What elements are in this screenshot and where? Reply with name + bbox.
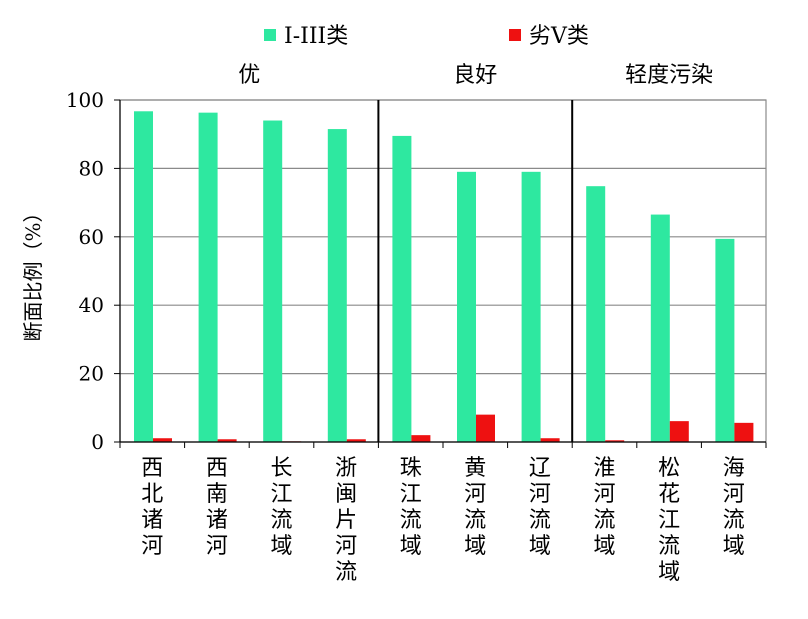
y-tick-label: 20: [79, 362, 104, 386]
legend-swatch-series-2: [509, 29, 521, 41]
bar-worse-than-5: [346, 439, 366, 442]
bar-worse-than-5: [605, 440, 625, 442]
bar-grade1-3: [263, 120, 283, 443]
axes: [114, 99, 767, 448]
bar-grade1-3: [715, 238, 735, 442]
bar-grade1-3: [521, 171, 541, 442]
bar-grade1-3: [392, 135, 412, 442]
bar-grade1-3: [327, 129, 347, 442]
bar-grade1-3: [650, 214, 670, 442]
category-labels: 西北诸河 西南诸河 长江流域 浙闽片河流 珠江流域 黄河流域 辽河流域 淮河流域 松花江流域 海河…: [141, 456, 744, 585]
category-label: 黄河流域: [464, 456, 486, 559]
y-axis-label: 断面比例（%）: [21, 202, 45, 341]
bar-worse-than-5: [734, 422, 754, 442]
group-label: 良好: [453, 63, 497, 88]
category-label: 辽河流域: [529, 456, 551, 559]
legend: I-III类 劣V类: [264, 24, 589, 49]
legend-label-series-2: 劣V类: [529, 24, 589, 49]
bar-grade1-3: [586, 186, 606, 442]
legend-label-series-1: I-III类: [284, 24, 348, 49]
bar-worse-than-5: [540, 438, 560, 442]
bar-worse-than-5: [669, 421, 689, 442]
legend-swatch-series-1: [264, 29, 276, 41]
category-label: 淮河流域: [593, 456, 615, 559]
category-label: 西南诸河: [206, 456, 228, 559]
y-tick-label: 100: [66, 88, 104, 112]
y-tick-label: 80: [79, 156, 104, 180]
bar-worse-than-5: [153, 438, 172, 442]
bar-grade1-3: [134, 111, 153, 442]
y-ticks: 0 20 40 60 80 100: [66, 88, 104, 454]
y-tick-label: 40: [79, 293, 104, 317]
group-labels: 优 良好 轻度污染: [238, 63, 713, 88]
category-label: 浙闽片河流: [335, 456, 357, 585]
category-label: 珠江流域: [400, 456, 422, 559]
group-label: 轻度污染: [625, 63, 713, 88]
y-tick-label: 60: [79, 225, 104, 249]
bars: [134, 111, 754, 443]
bar-worse-than-5: [217, 439, 237, 442]
group-label: 优: [238, 63, 260, 88]
bar-worse-than-5: [476, 414, 495, 442]
bar-worse-than-5: [411, 435, 431, 442]
bar-grade1-3: [198, 112, 218, 443]
category-label: 海河流域: [723, 456, 745, 559]
category-label: 长江流域: [270, 456, 292, 559]
category-label: 松花江流域: [658, 456, 680, 585]
y-tick-label: 0: [91, 430, 104, 454]
category-label: 西北诸河: [141, 456, 163, 559]
bar-grade1-3: [457, 171, 476, 442]
